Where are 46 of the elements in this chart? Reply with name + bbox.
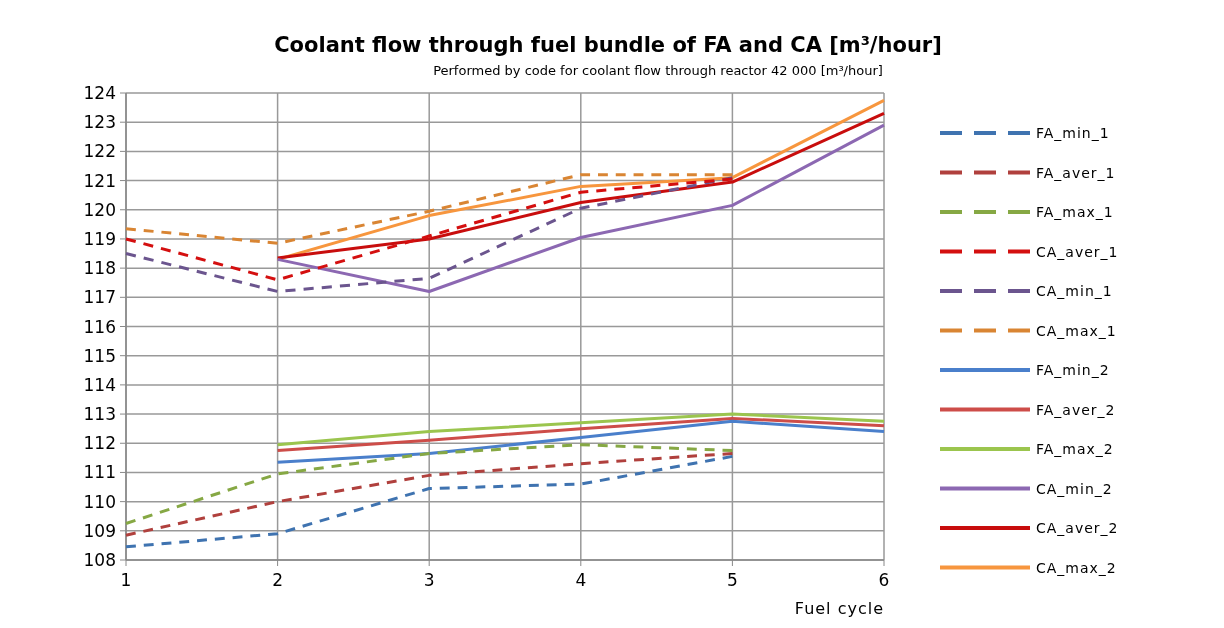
line-series — [276, 419, 886, 464]
y-tick-label: 119 — [83, 228, 116, 249]
y-tick-label: 116 — [83, 316, 116, 337]
y-tick-label: 108 — [83, 550, 116, 570]
legend-label: CA_min_1 — [1036, 283, 1113, 299]
line-series — [124, 173, 734, 245]
legend-label: FA_max_1 — [1036, 204, 1114, 220]
y-tick-label: 112 — [83, 433, 116, 454]
x-tick-label: 6 — [878, 570, 890, 590]
chart-subtitle: Performed by code for coolant flow through reactor 42 000 [m³/hour] — [433, 63, 883, 78]
x-tick-label: 5 — [726, 570, 738, 590]
line-series — [276, 416, 886, 453]
y-tick-label: 115 — [83, 345, 116, 366]
y-tick-label: 114 — [83, 374, 116, 395]
line-series — [124, 451, 734, 537]
legend-label: CA_max_2 — [1036, 559, 1117, 576]
y-tick-label: 117 — [83, 287, 116, 308]
x-tick-label: 4 — [575, 570, 587, 590]
line-series — [124, 443, 734, 526]
y-tick-label: 109 — [83, 520, 116, 541]
legend-label: FA_aver_1 — [1036, 164, 1116, 181]
y-tick-label: 120 — [83, 199, 116, 220]
legend-label: CA_max_1 — [1036, 322, 1117, 339]
y-tick-label: 110 — [83, 491, 116, 512]
y-tick-label: 124 — [83, 83, 116, 103]
x-tick-label: 3 — [423, 570, 435, 590]
line-series — [276, 123, 886, 293]
y-tick-label: 122 — [83, 141, 116, 162]
line-series — [276, 412, 886, 447]
x-tick-label: 2 — [272, 570, 284, 590]
line-series — [124, 454, 734, 549]
y-tick-label: 121 — [83, 170, 116, 191]
y-tick-label: 111 — [83, 462, 116, 483]
legend-label: CA_aver_1 — [1036, 243, 1119, 260]
y-tick-label: 118 — [83, 258, 116, 279]
legend-label: FA_min_1 — [1036, 125, 1110, 141]
legend-label: CA_aver_2 — [1036, 520, 1119, 536]
legend-label: FA_max_2 — [1036, 441, 1114, 457]
legend-label: FA_min_2 — [1036, 362, 1110, 378]
chart-title: Coolant flow through fuel bundle of FA and CA [m³/hour] — [274, 33, 942, 57]
legend-label: FA_aver_2 — [1036, 401, 1116, 418]
y-tick-label: 113 — [83, 404, 116, 425]
y-tick-label: 123 — [83, 112, 116, 133]
x-axis-title: Fuel cycle — [794, 599, 884, 618]
legend-label: CA_min_2 — [1036, 480, 1113, 497]
x-tick-label: 1 — [120, 570, 132, 590]
